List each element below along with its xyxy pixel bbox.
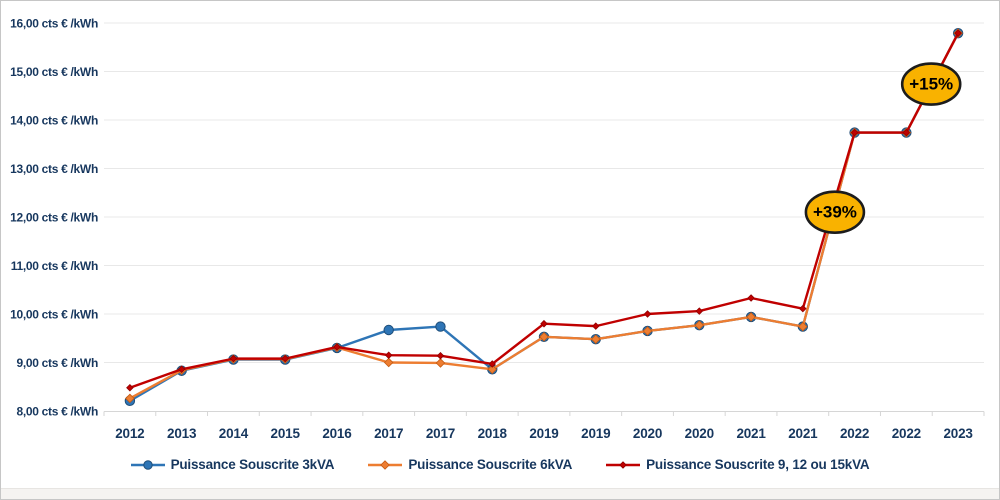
y-tick-label: 10,00 cts € /kWh	[10, 308, 98, 322]
marker-diamond	[383, 357, 394, 368]
x-tick-label: 2012	[115, 426, 144, 441]
annotation-ellipse	[804, 190, 866, 234]
marker-diamond-small	[619, 460, 627, 469]
y-tick-label: 9,00 cts € /kWh	[16, 356, 98, 370]
y-tick-label: 15,00 cts € /kWh	[10, 65, 98, 79]
x-axis	[103, 411, 985, 416]
marker-diamond	[642, 326, 653, 336]
x-tick-label: 2021	[788, 426, 818, 441]
marker-diamond-small	[488, 360, 497, 368]
annotation-label: +15%	[909, 75, 953, 94]
legend-swatch	[368, 459, 403, 470]
x-tick-labels: 2012 2013 2014 2015 2016 2017 2017 2018 2019 2019…	[115, 426, 973, 441]
legend-item: Puissance Souscrite 6kVA	[368, 457, 572, 472]
x-tick-label: 2020	[633, 426, 662, 441]
y-tick-label: 16,00 cts € /kWh	[10, 17, 98, 31]
y-tick-label: 8,00 cts € /kWh	[16, 405, 98, 419]
x-tick-label: 2016	[322, 426, 352, 441]
x-tick-label: 2022	[840, 426, 869, 441]
marker-diamond-small	[799, 304, 807, 313]
legend-label: Puissance Souscrite 3kVA	[170, 457, 335, 472]
marker-diamond-small	[384, 351, 393, 359]
line-chart-canvas: 8,00 cts € /kWh 9,00 cts € /kWh 10,00 cts …	[10, 17, 985, 441]
marker-diamond	[487, 364, 498, 375]
legend-item: Puissance Souscrite 9, 12 ou 15kVA	[606, 457, 870, 472]
marker-diamond-small	[591, 322, 600, 330]
marker-diamond	[435, 358, 446, 368]
marker-diamond-small	[643, 310, 652, 318]
y-tick-label: 13,00 cts € /kWh	[10, 162, 98, 176]
marker-diamond-small	[177, 365, 186, 374]
x-tick-label: 2015	[271, 426, 301, 441]
x-tick-label: 2020	[685, 426, 714, 441]
x-tick-label: 2014	[219, 426, 249, 441]
legend-swatch	[130, 459, 165, 470]
x-tick-label: 2022	[892, 426, 921, 441]
legend-label: Puissance Souscrite 6kVA	[408, 457, 573, 472]
marker-circle	[142, 459, 153, 470]
legend-item: Puissance Souscrite 3kVA	[130, 457, 335, 472]
marker-diamond-small	[902, 128, 911, 137]
x-tick-label: 2017	[374, 426, 403, 441]
bottom-strip	[1, 488, 999, 499]
marker-diamond	[798, 321, 808, 332]
legend-swatch	[606, 460, 641, 469]
x-tick-label: 2018	[478, 426, 508, 441]
legend-label: Puissance Souscrite 9, 12 ou 15kVA	[646, 457, 870, 472]
y-tick-labels: 8,00 cts € /kWh 9,00 cts € /kWh 10,00 cts …	[10, 17, 98, 419]
x-tick-label: 2019	[581, 426, 610, 441]
marker-diamond	[746, 312, 756, 322]
marker-diamond-small	[850, 128, 859, 137]
annotation-label: +39%	[813, 203, 857, 222]
gridlines	[104, 22, 984, 363]
x-tick-label: 2017	[426, 426, 455, 441]
marker-diamond	[539, 332, 549, 342]
marker-diamond-small	[126, 383, 134, 392]
marker-diamond	[694, 320, 705, 330]
x-tick-label: 2019	[529, 426, 558, 441]
marker-diamond-small	[229, 354, 238, 363]
y-tick-label: 11,00 cts € /kWh	[11, 259, 98, 273]
marker-diamond-small	[436, 351, 445, 360]
marker-diamond	[590, 334, 601, 344]
chart-legend: Puissance Souscrite 3kVA Puissance Souscr…	[1, 457, 999, 472]
x-tick-label: 2023	[944, 426, 974, 441]
x-tick-label: 2013	[167, 426, 197, 441]
marker-diamond-small	[747, 294, 755, 302]
marker-circle	[435, 321, 446, 332]
series-2	[126, 29, 962, 392]
annotation-ellipse	[900, 62, 962, 106]
marker-diamond-small	[695, 307, 704, 315]
y-tick-label: 12,00 cts € /kWh	[10, 211, 98, 225]
marker-diamond-small	[540, 319, 548, 328]
annotation-badge: +39%	[804, 190, 866, 234]
y-tick-label: 14,00 cts € /kWh	[10, 114, 98, 128]
marker-diamond	[125, 393, 135, 404]
marker-diamond-small	[333, 343, 341, 351]
marker-diamond-small	[281, 354, 289, 363]
annotation-badge: +15%	[900, 62, 962, 106]
marker-diamond-small	[954, 29, 962, 37]
marker-circle	[383, 324, 394, 336]
x-tick-label: 2021	[736, 426, 766, 441]
marker-diamond	[380, 459, 391, 470]
